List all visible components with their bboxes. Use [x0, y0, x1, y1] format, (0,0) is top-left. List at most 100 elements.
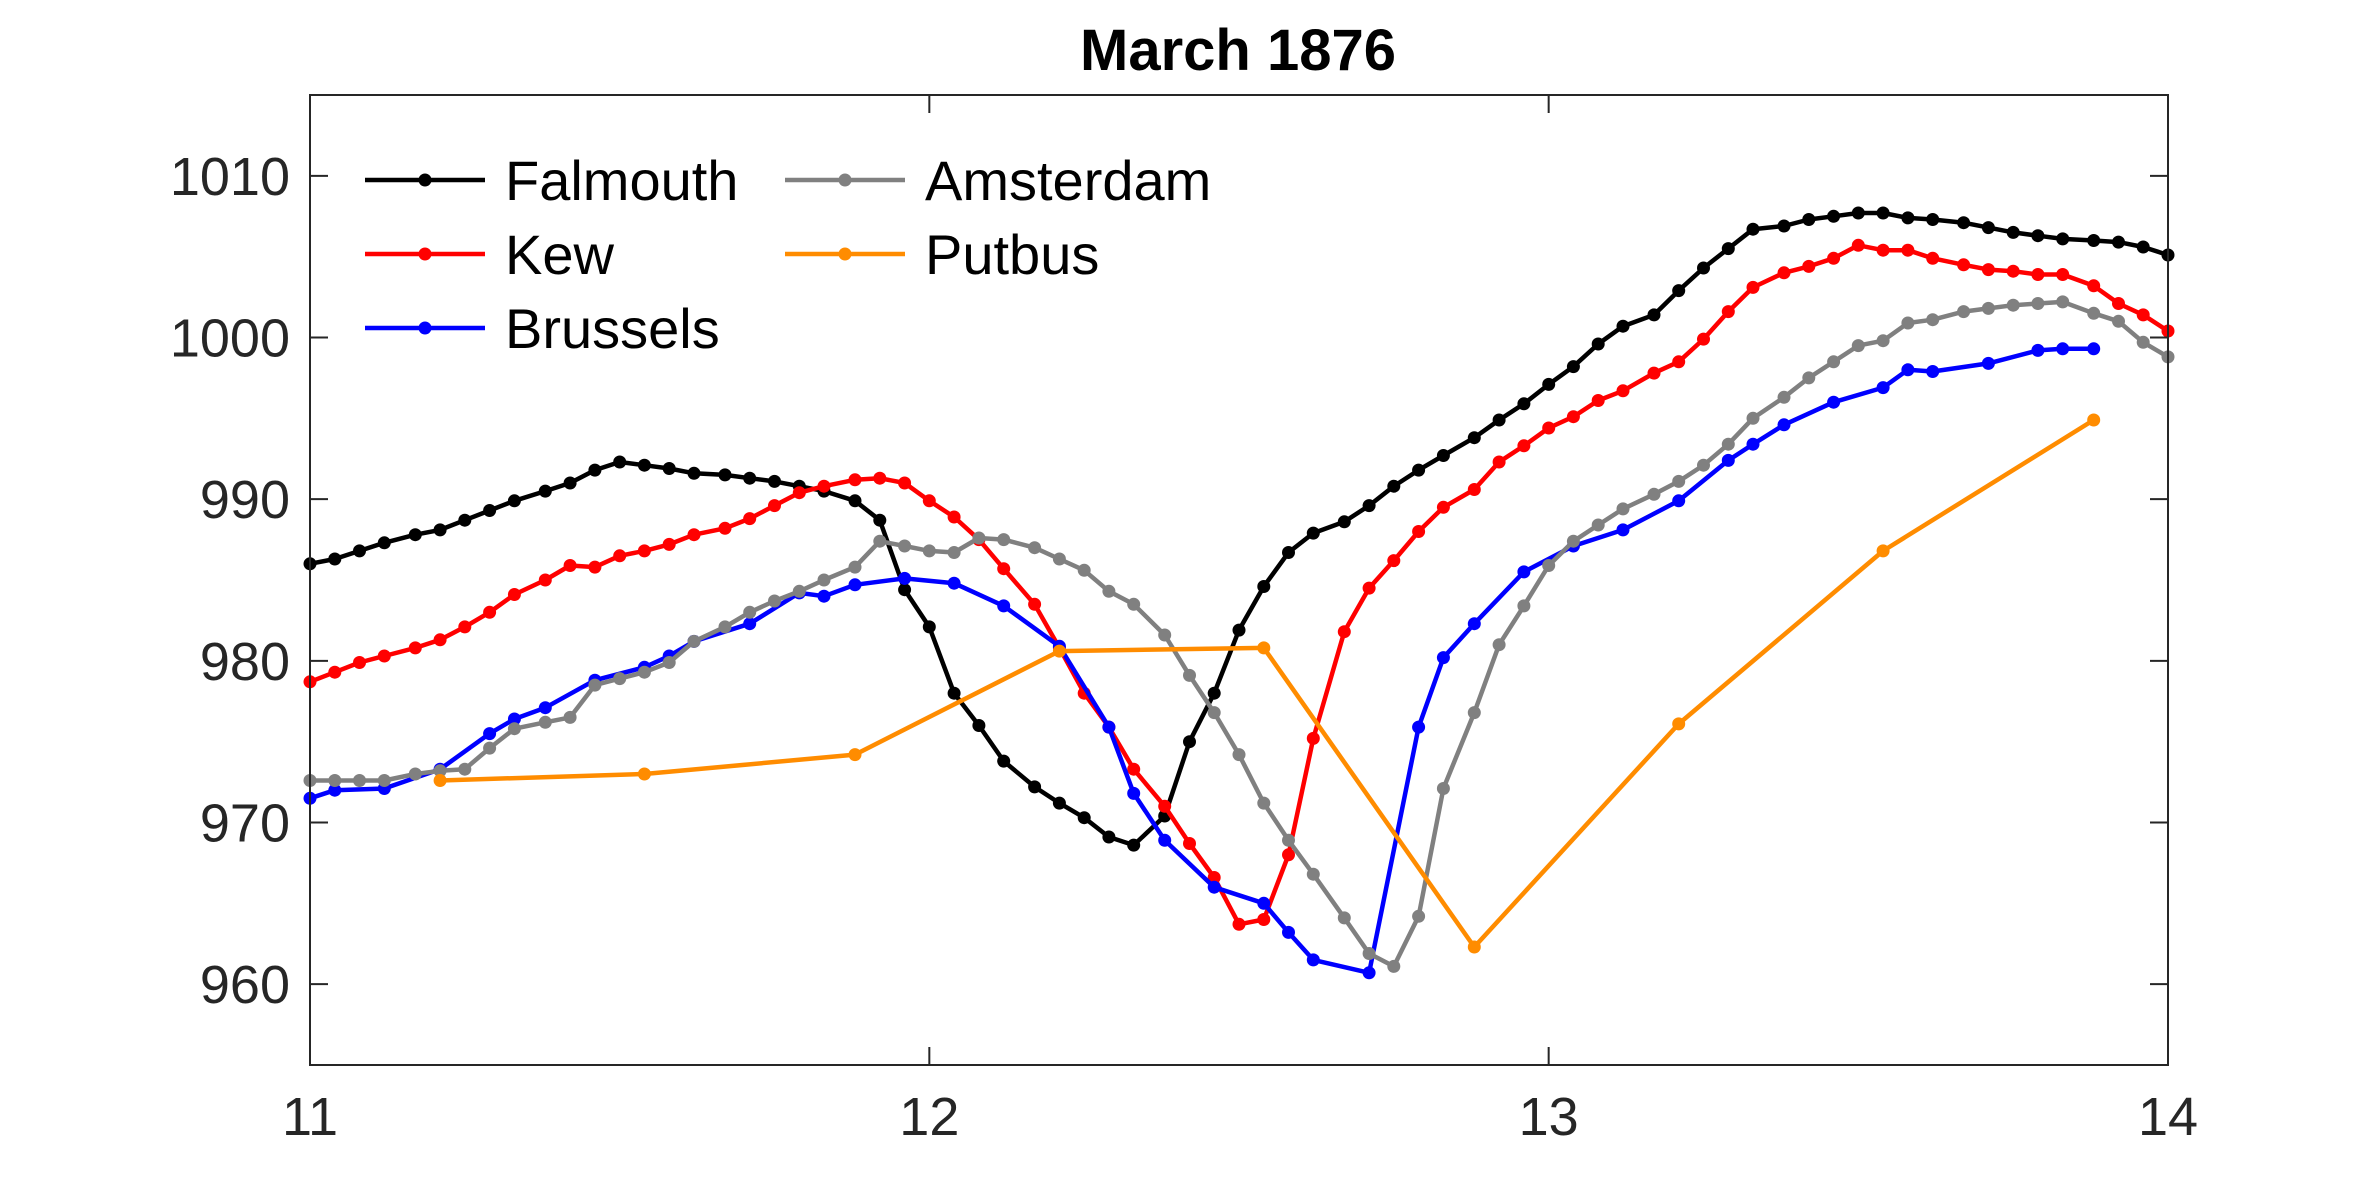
series-falmouth	[303, 206, 2175, 852]
plot-area-frame	[309, 94, 2169, 1066]
data-point-kew-24	[922, 494, 936, 508]
data-point-amsterdam-41	[1362, 947, 1376, 960]
data-point-kew-17	[743, 512, 757, 526]
data-point-falmouth-17	[743, 471, 757, 485]
data-point-falmouth-15	[687, 466, 701, 480]
data-point-falmouth-65	[1981, 221, 1995, 235]
data-point-brussels-13	[817, 589, 831, 603]
data-point-brussels-17	[997, 599, 1011, 613]
data-point-falmouth-32	[1127, 838, 1141, 852]
data-point-kew-54	[1697, 332, 1710, 346]
data-point-brussels-11	[743, 617, 757, 631]
data-point-falmouth-59	[1827, 209, 1841, 223]
series-line-brussels	[309, 346, 2094, 976]
data-point-amsterdam-60	[1851, 339, 1865, 353]
y-tick-label-1010: 1010	[170, 147, 290, 207]
data-point-brussels-30	[1517, 565, 1531, 579]
data-point-kew-57	[1777, 266, 1791, 280]
data-point-putbus-4	[1257, 641, 1271, 655]
series-putbus	[433, 413, 2101, 954]
data-point-kew-7	[483, 605, 497, 619]
data-point-kew-34	[1183, 837, 1196, 850]
data-point-putbus-0	[433, 774, 447, 787]
legend-label-brussels: Brussels	[505, 297, 720, 360]
data-point-falmouth-53	[1672, 284, 1686, 298]
data-point-brussels-29	[1467, 617, 1481, 631]
legend-marker-falmouth	[418, 173, 432, 187]
data-point-amsterdam-10	[563, 710, 577, 724]
data-point-falmouth-16	[718, 468, 732, 482]
data-point-brussels-19	[1102, 720, 1116, 734]
data-point-amsterdam-49	[1566, 534, 1580, 548]
data-point-falmouth-6	[458, 513, 472, 527]
data-point-amsterdam-8	[507, 722, 521, 736]
legend-label-amsterdam: Amsterdam	[925, 149, 1211, 212]
data-point-amsterdam-9	[538, 715, 552, 729]
data-point-kew-32	[1127, 762, 1141, 776]
data-point-falmouth-39	[1306, 526, 1320, 540]
data-point-falmouth-2	[353, 544, 366, 558]
data-point-kew-5	[433, 633, 447, 647]
data-point-kew-64	[1957, 258, 1971, 272]
data-point-kew-9	[538, 573, 552, 587]
data-point-amsterdam-50	[1591, 518, 1605, 532]
data-point-kew-58	[1802, 259, 1816, 273]
data-point-amsterdam-62	[1901, 316, 1915, 330]
series-brussels	[303, 342, 2101, 980]
data-point-brussels-32	[1616, 523, 1630, 537]
data-point-amsterdam-31	[1102, 584, 1116, 598]
data-point-falmouth-55	[1721, 242, 1735, 256]
data-point-brussels-36	[1777, 418, 1791, 432]
data-point-putbus-7	[1876, 544, 1890, 558]
data-point-amsterdam-47	[1517, 599, 1531, 613]
data-point-brussels-44	[2087, 342, 2101, 356]
data-point-falmouth-36	[1232, 623, 1246, 637]
x-tick-label-12: 12	[899, 1087, 959, 1147]
y-tick-label-1000: 1000	[170, 309, 290, 369]
data-point-amsterdam-15	[687, 634, 701, 648]
data-point-kew-25	[947, 510, 961, 524]
data-point-brussels-20	[1127, 786, 1141, 800]
data-point-brussels-40	[1926, 365, 1940, 378]
data-point-amsterdam-57	[1777, 390, 1791, 404]
data-point-amsterdam-34	[1183, 668, 1196, 682]
data-point-falmouth-22	[873, 513, 887, 527]
data-point-falmouth-24	[922, 620, 936, 634]
data-point-kew-41	[1362, 581, 1376, 595]
data-point-brussels-21	[1158, 833, 1172, 847]
data-point-kew-37	[1257, 913, 1271, 926]
data-point-amsterdam-16	[718, 620, 732, 634]
data-point-amsterdam-17	[743, 605, 757, 619]
x-tick-label-14: 14	[2138, 1087, 2198, 1147]
data-point-amsterdam-5	[433, 764, 447, 778]
data-point-falmouth-66	[2006, 225, 2020, 239]
data-point-kew-21	[848, 473, 862, 487]
data-point-brussels-1	[328, 783, 342, 797]
data-point-amsterdam-33	[1158, 628, 1172, 642]
legend-label-kew: Kew	[505, 223, 614, 286]
data-point-amsterdam-12	[613, 672, 627, 686]
data-point-putbus-2	[848, 748, 862, 762]
data-point-brussels-42	[2031, 343, 2045, 357]
data-point-kew-42	[1387, 554, 1401, 568]
series-kew	[303, 238, 2175, 931]
data-point-kew-45	[1467, 483, 1481, 496]
data-point-falmouth-63	[1926, 213, 1940, 226]
y-tick-label-980: 980	[200, 632, 290, 692]
y-tick-label-990: 990	[200, 470, 290, 530]
data-point-falmouth-56	[1746, 222, 1760, 236]
data-point-falmouth-31	[1102, 830, 1116, 844]
y-tick-label-960: 960	[200, 955, 290, 1015]
data-point-kew-22	[873, 471, 887, 485]
data-point-amsterdam-69	[2087, 306, 2101, 320]
data-point-falmouth-5	[433, 523, 447, 537]
data-point-amsterdam-4	[408, 767, 422, 781]
data-point-amsterdam-13	[637, 665, 651, 679]
data-point-kew-71	[2136, 308, 2150, 322]
data-point-amsterdam-24	[922, 544, 936, 558]
data-point-kew-13	[637, 544, 651, 558]
legend-entry-brussels: Brussels	[365, 297, 720, 360]
data-point-falmouth-9	[538, 484, 552, 498]
data-point-amsterdam-2	[353, 774, 366, 787]
data-point-kew-15	[687, 528, 701, 542]
